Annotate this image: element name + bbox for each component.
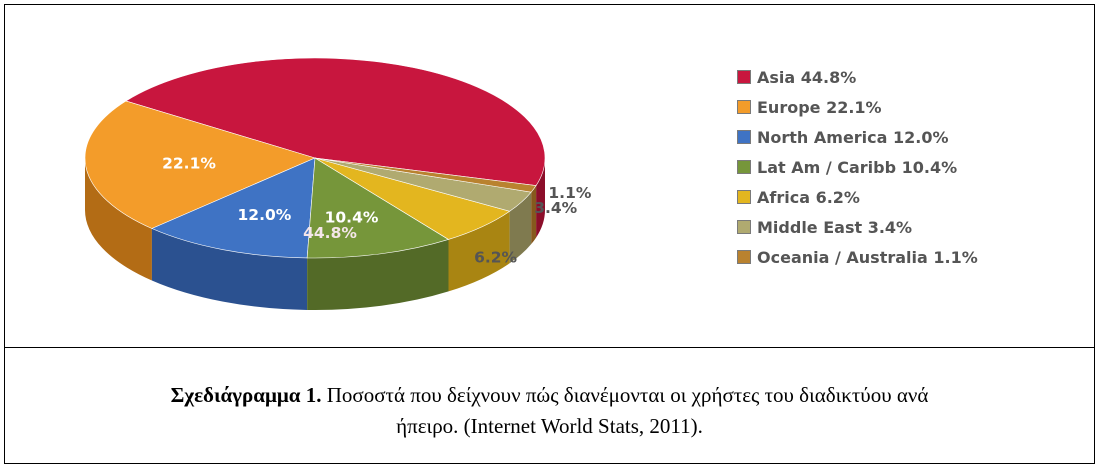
pie-sides: [85, 158, 545, 310]
pie-slice-oceania-australia: [314, 157, 537, 193]
legend-swatch: [737, 220, 751, 234]
pie-slices: [84, 57, 546, 259]
caption-line-2: ήπειρο. (Internet World Stats, 2011).: [396, 414, 703, 438]
chart-legend: Asia 44.8% Europe 22.1% North America 12.0…: [737, 62, 978, 272]
pie-chart: 44.8% 22.1% 12.0% 10.4% 6.2% 3.4%1.1%: [84, 57, 592, 310]
caption-label: Σχεδιάγραμμα 1.: [170, 383, 322, 407]
pie-data-labels: 44.8% 22.1% 12.0% 10.4% 6.2% 3.4%1.1%: [162, 155, 592, 267]
pie-side-north-america: [151, 228, 308, 310]
pie-side-africa: [448, 211, 510, 292]
legend-item-middle-east: Middle East 3.4%: [737, 212, 978, 242]
pie-side-lat-am-caribb: [307, 239, 449, 310]
legend-swatch: [737, 190, 751, 204]
pie-side-europe: [85, 158, 152, 281]
pie-side-middle-east: [509, 192, 532, 264]
caption-divider: [4, 347, 1095, 348]
legend-item-lat-am-caribb: Lat Am / Caribb 10.4%: [737, 152, 978, 182]
data-label-africa: 6.2%: [474, 249, 517, 267]
figure-caption: Σχεδιάγραμμα 1. Ποσοστά που δείχνουν πώς…: [4, 380, 1095, 442]
pie-slice-north-america: [151, 157, 316, 259]
legend-label: Oceania / Australia 1.1%: [757, 247, 978, 267]
legend-item-africa: Africa 6.2%: [737, 182, 978, 212]
data-label-lat-am-caribb: 10.4%: [325, 208, 379, 226]
caption-text-1: Ποσοστά που δείχνουν πώς διανέμονται οι …: [321, 383, 929, 407]
legend-swatch: [737, 70, 751, 84]
legend-swatch: [737, 130, 751, 144]
legend-label: Middle East 3.4%: [757, 217, 913, 237]
legend-label: Lat Am / Caribb 10.4%: [757, 157, 958, 177]
pie-side-asia: [536, 158, 545, 238]
legend-label: North America 12.0%: [757, 127, 949, 147]
data-label-middle-east: 3.4%: [534, 199, 577, 217]
caption-line-1: Σχεδιάγραμμα 1. Ποσοστά που δείχνουν πώς…: [4, 380, 1095, 411]
pie-slice-europe: [84, 100, 316, 229]
legend-item-north-america: North America 12.0%: [737, 122, 978, 152]
legend-item-oceania-australia: Oceania / Australia 1.1%: [737, 242, 978, 272]
data-label-oceania-australia: 1.1%: [548, 184, 591, 202]
pie-side-oceania-australia: [531, 185, 537, 245]
legend-item-asia: Asia 44.8%: [737, 62, 978, 92]
legend-label: Europe 22.1%: [757, 97, 882, 117]
pie-slice-lat-am-caribb: [306, 157, 450, 259]
data-label-asia: 44.8%: [303, 224, 357, 242]
data-label-north-america: 12.0%: [238, 206, 292, 224]
legend-swatch: [737, 250, 751, 264]
legend-item-europe: Europe 22.1%: [737, 92, 978, 122]
data-label-europe: 22.1%: [162, 155, 216, 173]
legend-label: Asia 44.8%: [757, 67, 857, 87]
legend-swatch: [737, 100, 751, 114]
pie-slice-asia: [125, 57, 546, 186]
legend-swatch: [737, 160, 751, 174]
legend-label: Africa 6.2%: [757, 187, 860, 207]
